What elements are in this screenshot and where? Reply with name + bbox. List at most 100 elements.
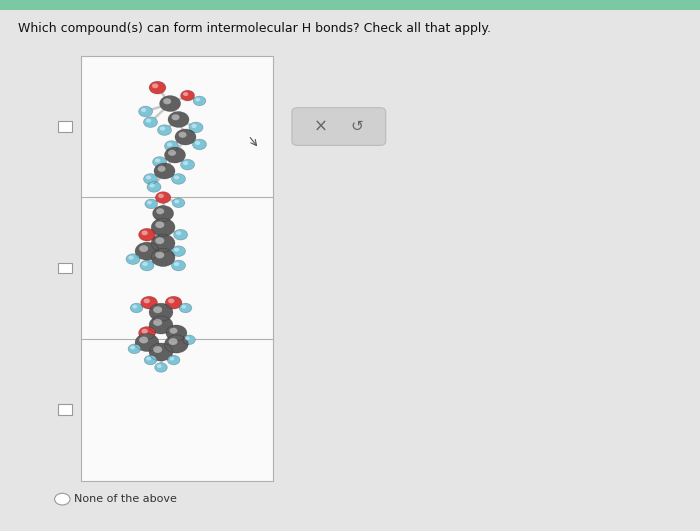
- Circle shape: [185, 337, 190, 340]
- Text: Which compound(s) can form intermolecular H bonds? Check all that apply.: Which compound(s) can form intermolecula…: [18, 22, 491, 35]
- Circle shape: [139, 228, 155, 241]
- Circle shape: [164, 147, 186, 163]
- Circle shape: [172, 260, 186, 271]
- Circle shape: [135, 333, 159, 352]
- Circle shape: [139, 106, 153, 117]
- Circle shape: [167, 142, 172, 147]
- Circle shape: [193, 139, 206, 150]
- Circle shape: [165, 296, 182, 309]
- Circle shape: [183, 92, 188, 96]
- Bar: [58, 263, 72, 273]
- Circle shape: [174, 229, 188, 240]
- Text: ↺: ↺: [351, 119, 363, 134]
- Circle shape: [147, 201, 152, 204]
- Circle shape: [191, 124, 197, 128]
- Circle shape: [128, 255, 134, 260]
- Circle shape: [169, 357, 174, 361]
- Circle shape: [157, 364, 162, 368]
- Circle shape: [172, 174, 186, 184]
- Circle shape: [172, 246, 186, 256]
- Circle shape: [142, 262, 148, 266]
- Circle shape: [139, 337, 148, 344]
- Circle shape: [178, 132, 187, 138]
- Circle shape: [151, 249, 175, 267]
- Circle shape: [151, 218, 175, 236]
- Circle shape: [139, 327, 155, 339]
- Circle shape: [167, 355, 180, 365]
- Circle shape: [174, 247, 179, 252]
- Circle shape: [141, 230, 148, 235]
- Circle shape: [158, 125, 172, 135]
- Circle shape: [144, 355, 157, 365]
- Circle shape: [155, 158, 160, 162]
- Circle shape: [172, 198, 185, 208]
- Circle shape: [153, 306, 162, 313]
- Circle shape: [181, 159, 195, 170]
- Circle shape: [126, 254, 140, 264]
- Circle shape: [172, 114, 179, 121]
- Circle shape: [160, 96, 181, 112]
- Circle shape: [149, 343, 173, 361]
- Circle shape: [130, 346, 135, 349]
- Circle shape: [155, 221, 164, 228]
- Circle shape: [179, 303, 192, 313]
- Circle shape: [153, 346, 162, 353]
- Circle shape: [149, 303, 173, 321]
- FancyBboxPatch shape: [292, 108, 386, 145]
- Circle shape: [155, 237, 164, 244]
- Circle shape: [169, 338, 178, 345]
- Circle shape: [144, 117, 158, 127]
- Circle shape: [128, 344, 141, 354]
- Circle shape: [166, 325, 187, 341]
- Circle shape: [163, 98, 171, 104]
- Circle shape: [139, 245, 148, 252]
- Circle shape: [135, 242, 159, 260]
- Circle shape: [147, 182, 161, 192]
- Circle shape: [158, 166, 165, 172]
- Circle shape: [169, 328, 178, 334]
- Bar: [58, 121, 72, 132]
- Circle shape: [195, 141, 200, 145]
- Circle shape: [146, 118, 151, 123]
- Circle shape: [158, 194, 164, 198]
- Circle shape: [146, 175, 151, 179]
- Circle shape: [156, 208, 164, 215]
- Circle shape: [155, 363, 167, 372]
- Circle shape: [155, 252, 164, 259]
- Circle shape: [130, 303, 143, 313]
- Text: None of the above: None of the above: [74, 494, 176, 504]
- Text: ×: ×: [314, 117, 328, 135]
- Circle shape: [181, 90, 195, 101]
- Circle shape: [145, 199, 158, 209]
- Circle shape: [174, 175, 179, 179]
- Circle shape: [144, 174, 158, 184]
- FancyBboxPatch shape: [0, 0, 700, 10]
- Circle shape: [168, 298, 174, 303]
- Circle shape: [174, 200, 179, 203]
- Circle shape: [153, 157, 167, 167]
- Circle shape: [144, 298, 150, 303]
- Circle shape: [164, 141, 178, 151]
- Circle shape: [164, 335, 188, 353]
- Circle shape: [160, 126, 165, 131]
- Circle shape: [168, 112, 189, 127]
- Circle shape: [153, 205, 174, 221]
- Circle shape: [168, 150, 176, 156]
- Circle shape: [152, 83, 158, 88]
- Circle shape: [146, 357, 151, 361]
- Circle shape: [183, 161, 188, 165]
- Circle shape: [55, 493, 70, 505]
- Circle shape: [154, 163, 175, 179]
- Circle shape: [149, 183, 155, 187]
- Circle shape: [175, 129, 196, 145]
- Circle shape: [174, 262, 179, 266]
- Circle shape: [153, 319, 162, 326]
- Circle shape: [155, 192, 171, 203]
- FancyBboxPatch shape: [80, 56, 273, 481]
- Circle shape: [149, 81, 166, 94]
- Circle shape: [140, 260, 154, 271]
- Circle shape: [183, 335, 195, 345]
- Circle shape: [141, 108, 146, 112]
- Circle shape: [176, 231, 181, 235]
- Circle shape: [195, 98, 200, 101]
